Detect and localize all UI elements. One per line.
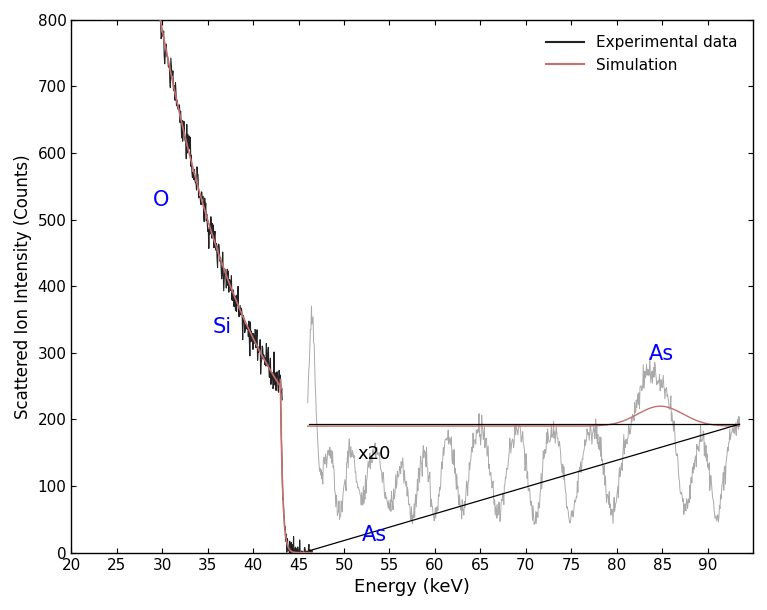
Text: Si: Si — [212, 317, 232, 337]
Y-axis label: Scattered Ion Intensity (Counts): Scattered Ion Intensity (Counts) — [14, 154, 32, 418]
X-axis label: Energy (keV): Energy (keV) — [354, 578, 470, 596]
Legend: Experimental data, Simulation: Experimental data, Simulation — [538, 27, 746, 81]
Text: As: As — [649, 343, 673, 364]
Text: As: As — [362, 525, 387, 545]
Text: x20: x20 — [357, 445, 391, 464]
Text: O: O — [153, 190, 170, 210]
